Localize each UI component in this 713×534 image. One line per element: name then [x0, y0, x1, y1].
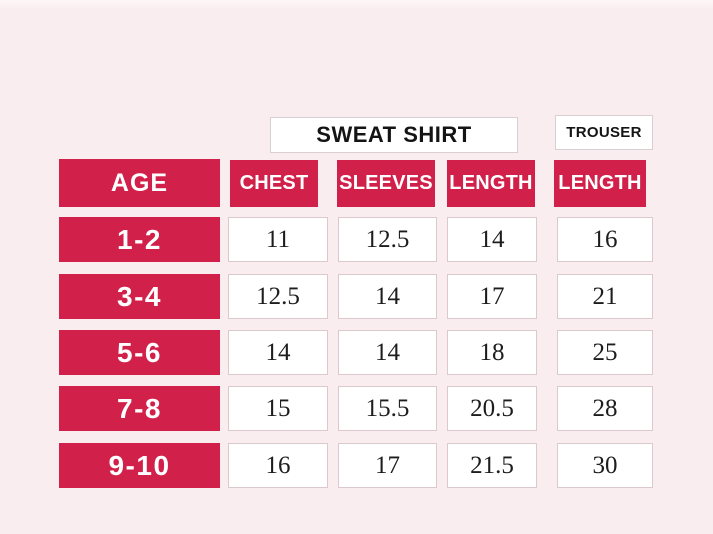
- age-cell: 7-8: [59, 386, 220, 431]
- value-cell-length: 21.5: [447, 443, 537, 488]
- table-row: 3-4 12.5 14 17 21: [0, 274, 713, 319]
- value-cell-length: 20.5: [447, 386, 537, 431]
- value-cell-chest: 16: [228, 443, 328, 488]
- table-row: 9-10 16 17 21.5 30: [0, 443, 713, 488]
- value-cell-trouser-length: 30: [557, 443, 653, 488]
- age-cell: 9-10: [59, 443, 220, 488]
- column-header-sweatshirt-length: LENGTH: [447, 160, 535, 207]
- age-cell: 5-6: [59, 330, 220, 375]
- value-cell-sleeves: 15.5: [338, 386, 437, 431]
- value-cell-trouser-length: 28: [557, 386, 653, 431]
- age-cell: 1-2: [59, 217, 220, 262]
- column-header-sleeves: SLEEVES: [337, 160, 435, 207]
- value-cell-chest: 15: [228, 386, 328, 431]
- value-cell-sleeves: 12.5: [338, 217, 437, 262]
- value-cell-chest: 11: [228, 217, 328, 262]
- table-row: 5-6 14 14 18 25: [0, 330, 713, 375]
- value-cell-chest: 12.5: [228, 274, 328, 319]
- column-header-age: AGE: [59, 159, 220, 207]
- column-header-chest: CHEST: [230, 160, 318, 207]
- value-cell-sleeves: 17: [338, 443, 437, 488]
- value-cell-length: 17: [447, 274, 537, 319]
- column-header-trouser-length: LENGTH: [554, 160, 646, 207]
- value-cell-length: 18: [447, 330, 537, 375]
- value-cell-trouser-length: 25: [557, 330, 653, 375]
- sweatshirt-title-box: SWEAT SHIRT: [270, 117, 518, 153]
- table-row: 7-8 15 15.5 20.5 28: [0, 386, 713, 431]
- value-cell-sleeves: 14: [338, 274, 437, 319]
- table-row: 1-2 11 12.5 14 16: [0, 217, 713, 262]
- value-cell-trouser-length: 16: [557, 217, 653, 262]
- value-cell-chest: 14: [228, 330, 328, 375]
- value-cell-length: 14: [447, 217, 537, 262]
- age-cell: 3-4: [59, 274, 220, 319]
- value-cell-trouser-length: 21: [557, 274, 653, 319]
- trouser-title-box: TROUSER: [555, 115, 653, 150]
- value-cell-sleeves: 14: [338, 330, 437, 375]
